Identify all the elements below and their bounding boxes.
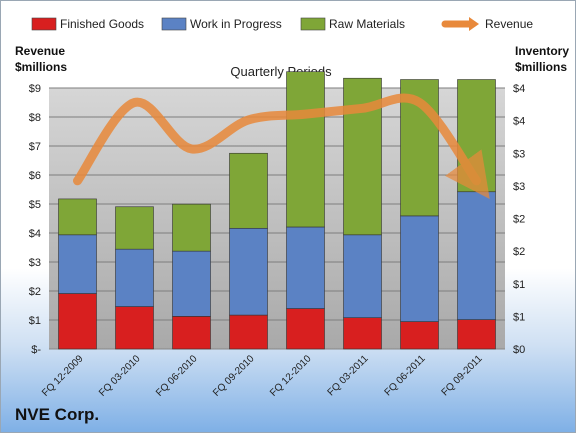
legend-label-finished-goods: Finished Goods — [60, 17, 144, 31]
bar-work-in-progress — [229, 227, 268, 316]
left-axis-ticks: $- $1 $2 $3 $4 $5 $6 $7 $8 $9 — [29, 83, 42, 356]
left-axis-tick-label: $1 — [29, 315, 41, 327]
bar-work-in-progress — [457, 191, 496, 320]
x-axis-tick-label: FQ 03-2011 — [326, 353, 371, 398]
x-axis-tick-label: FQ 06-2011 — [383, 353, 428, 398]
bar-finished-goods — [115, 306, 154, 350]
right-axis-ticks: $0 $1 $1 $2 $2 $3 $3 $4 $4 — [513, 83, 525, 356]
left-axis-tick-label: $6 — [29, 170, 41, 182]
left-axis-tick-label: $8 — [29, 112, 41, 124]
right-axis-tick-label: $2 — [513, 214, 525, 226]
left-axis-label-line1: Revenue — [15, 44, 65, 58]
left-axis-tick-label: $4 — [29, 228, 41, 240]
left-axis-tick-label: $2 — [29, 286, 41, 298]
bar-work-in-progress — [115, 248, 154, 307]
right-axis-tick-label: $4 — [513, 116, 525, 128]
right-axis-label-line1: Inventory — [515, 44, 569, 58]
revenue-line-path — [73, 93, 490, 199]
bar-finished-goods — [172, 316, 211, 350]
right-axis-tick-label: $2 — [513, 246, 525, 258]
bar-raw-materials — [58, 198, 97, 236]
bar-finished-goods — [457, 319, 496, 350]
bar-raw-materials — [286, 71, 325, 228]
x-axis-tick-label: FQ 12-2009 — [40, 353, 86, 399]
legend: Finished Goods Work in Progress Raw Materi… — [31, 17, 533, 31]
right-axis-tick-label: $1 — [513, 311, 525, 323]
x-axis-tick-label: FQ 03-2010 — [97, 353, 143, 399]
left-axis-tick-label: $3 — [29, 257, 41, 269]
revenue-line — [73, 93, 490, 199]
right-axis-tick-label: $3 — [513, 181, 525, 193]
bar-finished-goods — [58, 293, 97, 350]
bar-work-in-progress — [172, 250, 211, 317]
legend-swatch-work-in-progress — [161, 17, 187, 31]
legend-label-raw-materials: Raw Materials — [329, 17, 405, 31]
x-axis-tick-label: FQ 09-2010 — [211, 353, 257, 399]
bar-work-in-progress — [343, 234, 382, 318]
legend-label-revenue: Revenue — [485, 17, 533, 31]
right-axis-label-line2: $millions — [515, 60, 567, 74]
bar-finished-goods — [400, 321, 439, 350]
right-axis-tick-label: $1 — [513, 279, 525, 291]
right-axis-tick-label: $4 — [513, 83, 525, 95]
bar-work-in-progress — [400, 215, 439, 322]
bar-finished-goods — [343, 317, 382, 350]
legend-swatch-finished-goods — [31, 17, 57, 31]
x-axis-tick-label: FQ 06-2010 — [154, 353, 200, 399]
bar-work-in-progress — [58, 234, 97, 294]
bar-finished-goods — [229, 314, 268, 350]
bar-finished-goods — [286, 308, 325, 350]
legend-label-work-in-progress: Work in Progress — [190, 17, 282, 31]
legend-arrow — [469, 17, 479, 31]
bar-raw-materials — [172, 203, 211, 252]
right-axis-tick-label: $0 — [513, 344, 525, 356]
bar-raw-materials — [115, 206, 154, 250]
bar-raw-materials — [229, 152, 268, 229]
left-axis-tick-label: $5 — [29, 199, 41, 211]
legend-swatch-raw-materials — [300, 17, 326, 31]
x-axis-ticks: FQ 12-2009 FQ 03-2010 FQ 06-2010 FQ 09-2010… — [40, 353, 485, 399]
left-axis-label-line2: $millions — [15, 60, 67, 74]
left-axis-tick-label: $- — [31, 344, 41, 356]
left-axis-tick-label: $9 — [29, 83, 41, 95]
x-axis-tick-label: FQ 12-2010 — [268, 353, 314, 399]
company-name: NVE Corp. — [15, 405, 100, 424]
bars — [58, 71, 496, 350]
left-axis-tick-label: $7 — [29, 141, 41, 153]
x-axis-tick-label: FQ 09-2011 — [440, 353, 485, 398]
right-axis-tick-label: $3 — [513, 148, 525, 160]
bar-work-in-progress — [286, 226, 325, 309]
